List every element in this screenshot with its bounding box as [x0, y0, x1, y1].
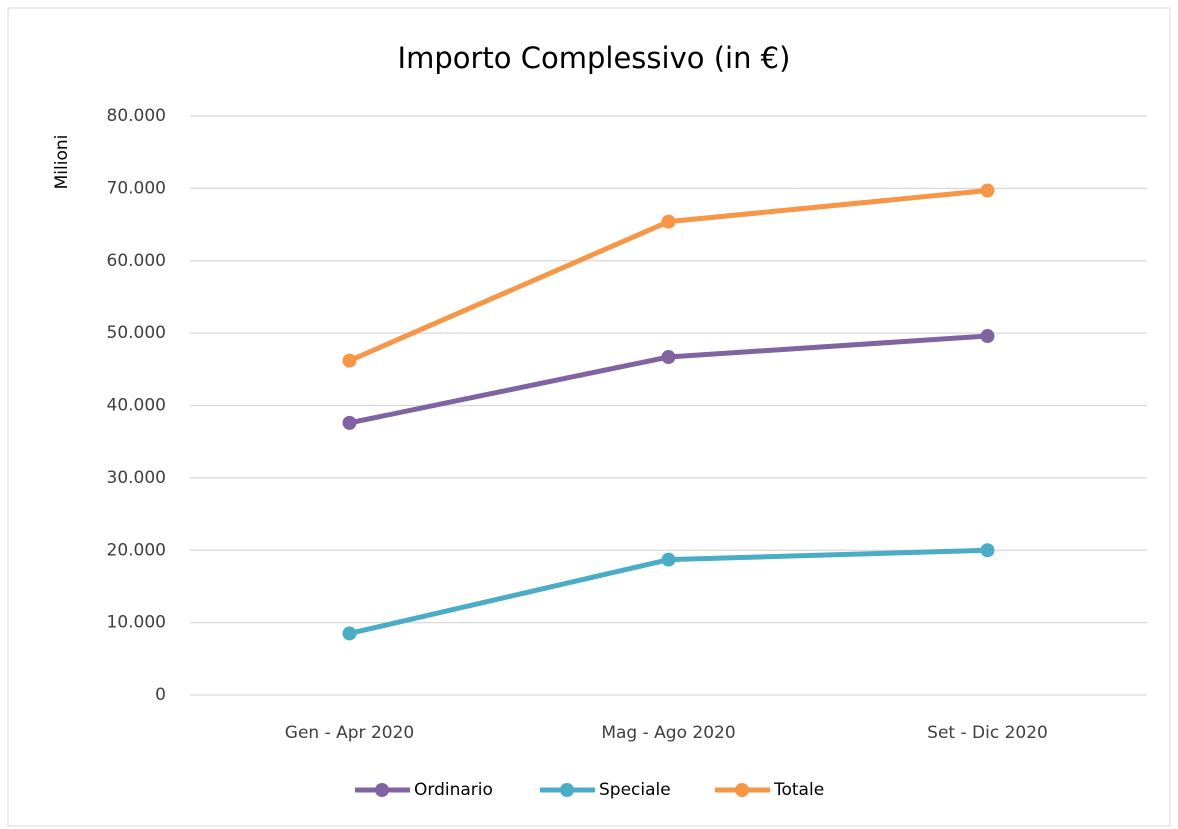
- legend-label: Totale: [773, 780, 824, 800]
- data-point: [980, 183, 995, 198]
- data-point: [980, 543, 995, 558]
- data-point: [980, 329, 995, 344]
- y-tick-label: 10.000: [107, 613, 166, 633]
- data-point: [342, 626, 357, 641]
- data-point: [342, 415, 357, 430]
- y-tick-label: 50.000: [107, 323, 166, 343]
- x-tick-label: Mag - Ago 2020: [601, 723, 735, 743]
- y-tick-label: 20.000: [107, 540, 166, 560]
- y-tick-label: 30.000: [107, 468, 166, 488]
- y-tick-label: 40.000: [107, 396, 166, 416]
- y-tick-label: 80.000: [107, 106, 166, 126]
- legend-marker: [735, 783, 749, 797]
- data-point: [342, 353, 357, 368]
- y-tick-label: 0: [155, 685, 166, 705]
- data-point: [661, 214, 676, 229]
- data-point: [661, 552, 676, 567]
- y-tick-label: 70.000: [107, 178, 166, 198]
- legend-label: Speciale: [599, 780, 671, 800]
- x-tick-label: Gen - Apr 2020: [285, 723, 414, 743]
- x-tick-label: Set - Dic 2020: [927, 723, 1048, 743]
- legend-label: Ordinario: [414, 780, 493, 800]
- y-axis-label: Milioni: [52, 135, 72, 190]
- data-point: [661, 350, 676, 365]
- legend-marker: [375, 783, 389, 797]
- chart-title: Importo Complessivo (in €): [398, 41, 791, 75]
- y-tick-label: 60.000: [107, 251, 166, 271]
- chart-frame: [7, 7, 1171, 827]
- legend-marker: [560, 783, 574, 797]
